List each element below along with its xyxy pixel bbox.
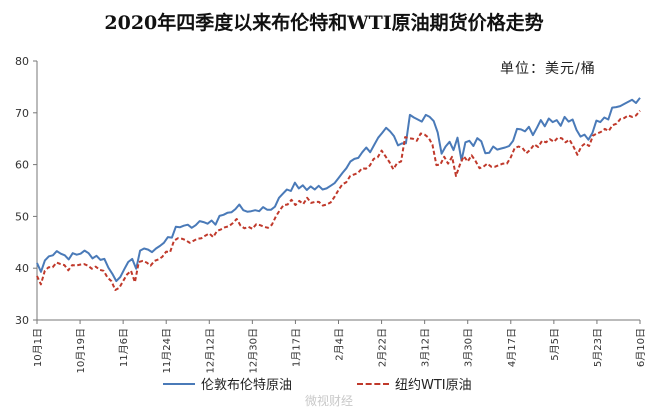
x-tick-label: 5月5日 [549, 328, 561, 361]
x-tick-label: 2月22日 [377, 328, 389, 367]
x-tick-label: 1月17日 [290, 328, 302, 367]
legend-label-brent: 伦敦布伦特原油 [201, 378, 293, 393]
chart-title: 2020年四季度以来布伦特和WTI原油期货价格走势 [104, 12, 544, 34]
y-tick-label: 40 [15, 262, 29, 275]
series-lines [36, 97, 641, 291]
x-tick-label: 4月17日 [506, 328, 518, 367]
x-tick-label: 12月30日 [247, 328, 259, 373]
x-axis-ticks: 10月1日 10月19日 11月6日 11月24日 12月12日 12月30日 1月17日 2… [32, 320, 647, 373]
x-tick-label: 10月19日 [75, 328, 87, 373]
x-tick-label: 3月30日 [463, 328, 475, 367]
unit-label: 单位：美元/桶 [500, 61, 596, 77]
x-tick-label: 11月24日 [161, 328, 173, 373]
legend-label-wti: 纽约WTI原油 [395, 378, 472, 393]
y-tick-label: 70 [15, 107, 29, 120]
y-tick-label: 60 [15, 159, 29, 172]
y-axis-ticks: 30 40 50 60 70 80 [15, 55, 37, 327]
x-tick-label: 6月10日 [635, 328, 647, 367]
watermark: 微视财经 [305, 394, 354, 408]
x-tick-label: 12月12日 [204, 328, 216, 373]
legend-swatch-brent [163, 382, 195, 385]
legend-item-brent: 伦敦布伦特原油 [163, 374, 292, 393]
chart-axes [36, 61, 640, 321]
x-tick-label: 10月1日 [32, 328, 44, 367]
y-tick-label: 30 [15, 314, 29, 327]
y-tick-label: 50 [15, 210, 29, 223]
legend-swatch-wti [357, 382, 389, 385]
series-line-brent [36, 97, 641, 283]
x-tick-label: 11月6日 [118, 328, 130, 367]
legend-item-wti: 纽约WTI原油 [357, 374, 472, 393]
legend: 伦敦布伦特原油 纽约WTI原油 [0, 374, 648, 394]
y-tick-label: 80 [15, 55, 29, 68]
x-tick-label: 3月12日 [420, 328, 432, 367]
x-tick-label: 2月4日 [334, 328, 346, 361]
x-tick-label: 5月23日 [592, 328, 604, 367]
